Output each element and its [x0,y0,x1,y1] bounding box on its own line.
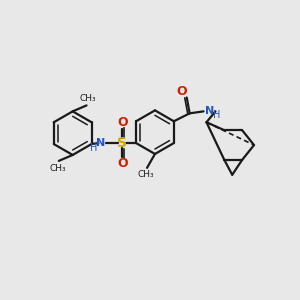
Text: N: N [205,106,214,116]
Text: CH₃: CH₃ [138,170,154,179]
Text: N: N [96,138,105,148]
Text: CH₃: CH₃ [50,164,66,173]
Text: CH₃: CH₃ [79,94,96,103]
Text: O: O [117,158,128,170]
Text: H: H [90,143,97,153]
Text: O: O [176,85,187,98]
Text: O: O [117,116,128,129]
Text: H: H [213,110,220,120]
Text: S: S [117,136,127,150]
